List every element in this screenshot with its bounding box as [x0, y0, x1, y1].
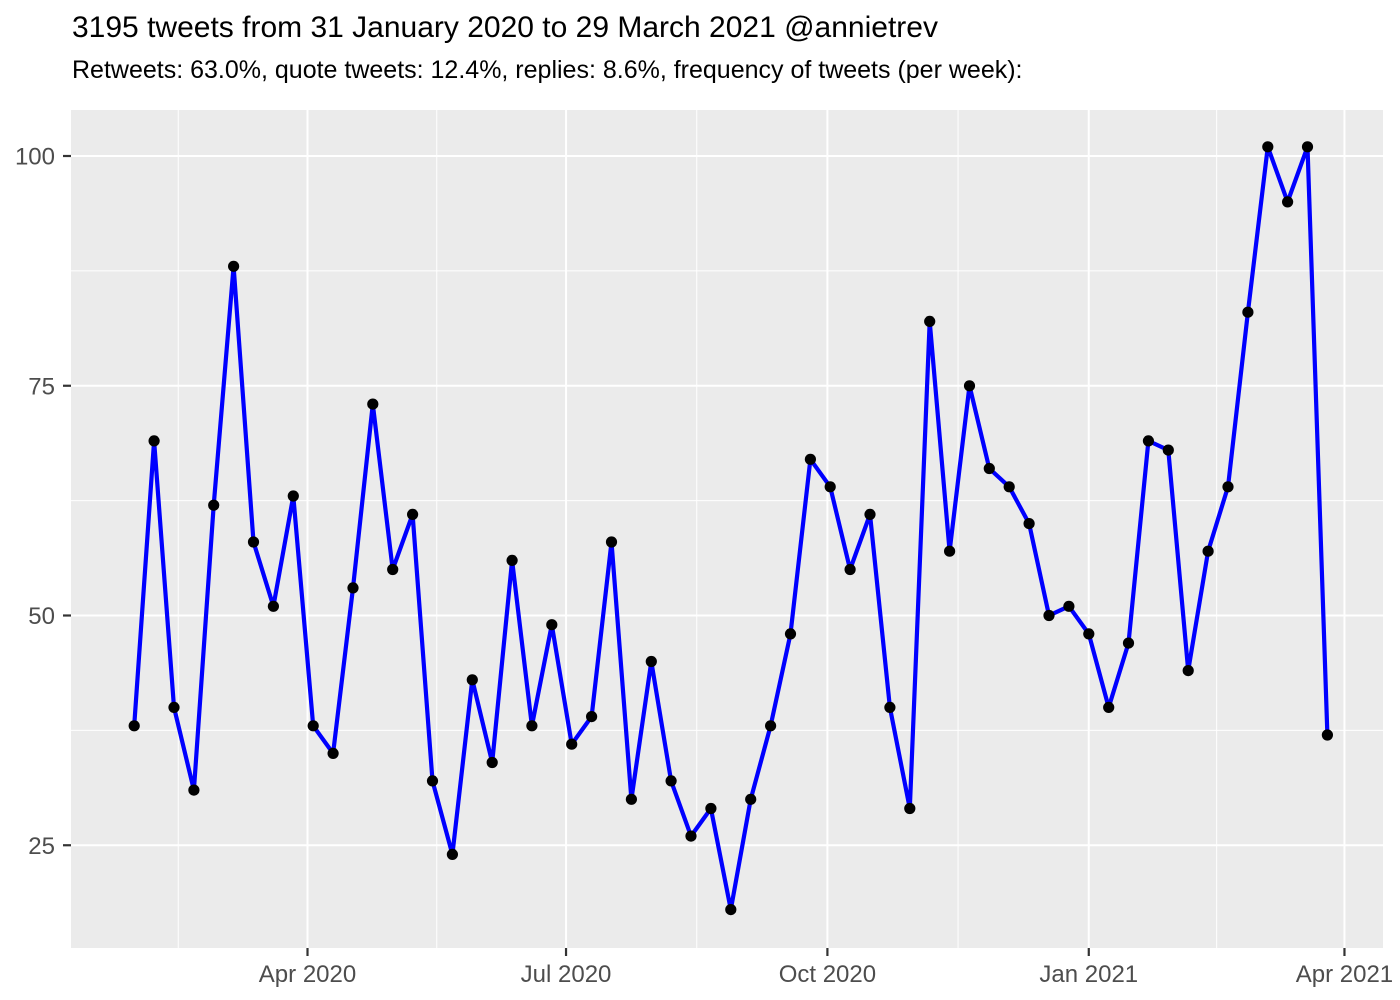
data-point — [1242, 306, 1254, 318]
data-point — [804, 453, 817, 465]
data-point — [765, 720, 777, 732]
data-point — [586, 711, 598, 723]
data-point — [208, 499, 220, 511]
data-point — [287, 490, 299, 502]
data-point — [168, 701, 180, 714]
data-point — [1003, 481, 1015, 493]
data-point — [963, 380, 976, 392]
data-point — [307, 720, 319, 732]
x-axis-tick-label: Apr 2020 — [259, 961, 356, 988]
y-axis-tick-label: 25 — [28, 833, 55, 860]
data-point — [446, 848, 458, 861]
data-point — [1222, 481, 1234, 493]
data-point — [645, 655, 657, 668]
data-point — [944, 545, 956, 557]
data-point — [1321, 729, 1333, 741]
data-point — [466, 674, 478, 686]
data-point — [1122, 637, 1135, 649]
data-point — [526, 720, 538, 732]
data-point — [247, 536, 260, 548]
data-point — [188, 784, 200, 796]
data-point — [745, 793, 757, 805]
data-point — [148, 435, 160, 447]
y-axis-tick-label: 50 — [28, 603, 55, 630]
data-point — [407, 508, 419, 520]
data-point — [1182, 665, 1194, 677]
data-point — [486, 756, 498, 769]
data-point — [1142, 435, 1154, 447]
chart-subtitle: Retweets: 63.0%, quote tweets: 12.4%, re… — [72, 56, 1023, 84]
data-point — [884, 701, 896, 714]
data-point — [1202, 545, 1214, 557]
data-point — [784, 628, 797, 640]
y-axis-tick-label: 100 — [15, 144, 55, 171]
data-point — [387, 563, 399, 576]
data-point — [1301, 141, 1314, 153]
data-point — [605, 536, 618, 548]
data-point — [685, 830, 697, 842]
data-point — [1162, 444, 1174, 456]
data-point — [665, 775, 677, 787]
data-point — [1063, 600, 1075, 612]
x-axis-tick-label: Jul 2020 — [521, 961, 612, 988]
plot-panel — [71, 110, 1383, 948]
data-point — [546, 619, 558, 631]
data-point — [426, 775, 439, 787]
data-point — [983, 462, 995, 475]
data-point — [1043, 609, 1055, 622]
x-axis-tick-label: Apr 2021 — [1296, 961, 1393, 988]
data-point — [1262, 141, 1274, 153]
data-point — [904, 802, 916, 815]
chart-title: 3195 tweets from 31 January 2020 to 29 M… — [72, 11, 938, 44]
data-point — [625, 793, 638, 805]
data-point — [566, 738, 578, 750]
x-axis-tick-label: Oct 2020 — [779, 961, 876, 988]
data-point — [864, 508, 876, 520]
data-point — [924, 315, 936, 327]
data-point — [1083, 628, 1095, 640]
data-point — [1282, 196, 1294, 208]
data-point — [844, 563, 856, 576]
data-point — [1023, 518, 1035, 530]
data-point — [725, 904, 737, 916]
data-point — [267, 600, 279, 612]
data-point — [367, 398, 379, 410]
y-axis-tick-label: 75 — [28, 373, 55, 400]
data-point — [506, 554, 518, 567]
data-point — [228, 260, 240, 272]
data-point — [1103, 701, 1115, 714]
data-point — [327, 747, 339, 760]
x-axis-tick-label: Jan 2021 — [1039, 961, 1138, 988]
data-point — [824, 481, 836, 493]
data-point — [347, 582, 359, 594]
data-point — [128, 720, 140, 732]
data-point — [705, 802, 717, 815]
